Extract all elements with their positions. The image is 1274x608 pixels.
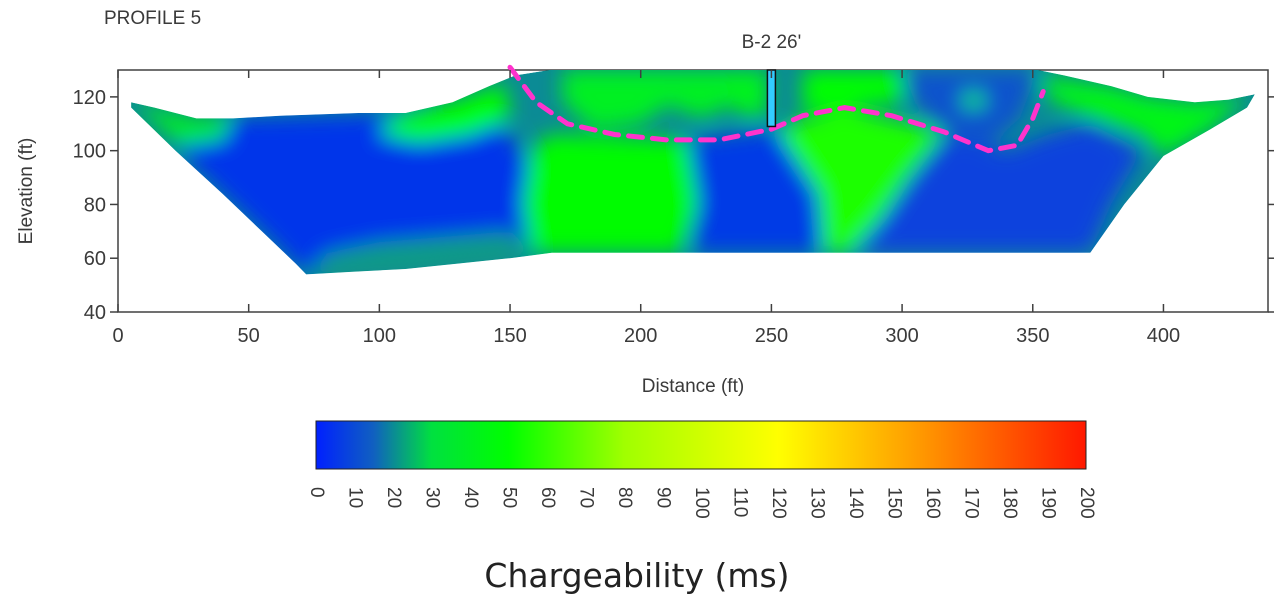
boring-marker	[766, 69, 777, 128]
chargeability-zone-4	[672, 70, 735, 119]
colorbar-tick-label-80: 80	[614, 487, 635, 508]
colorbar-tick-label-70: 70	[575, 487, 596, 508]
boring-label: B-2 26'	[742, 32, 802, 53]
colorbar	[315, 420, 1087, 470]
x-tick-label-200: 200	[624, 325, 657, 347]
colorbar-tick-label-90: 90	[652, 487, 673, 508]
colorbar-tick-label-180: 180	[999, 487, 1020, 519]
resistivity-section	[131, 70, 1255, 275]
chargeability-zone-8	[802, 70, 903, 113]
x-tick-label-150: 150	[493, 325, 526, 347]
x-tick-label-250: 250	[755, 325, 788, 347]
colorbar-tick-label-120: 120	[768, 487, 789, 519]
x-tick-label-100: 100	[363, 325, 396, 347]
chargeability-zone-1	[379, 83, 510, 143]
colorbar-tick-label-100: 100	[691, 487, 712, 519]
chargeability-zone-0	[175, 102, 537, 275]
interpreted-boundary-line	[507, 64, 1046, 154]
chargeability-zone-14	[306, 231, 537, 275]
chargeability-zone-5	[687, 129, 829, 253]
chart-svg: B-2 26' 0 50 100 150 200 250 300 350 400 4060801…	[16, 32, 1274, 519]
colorbar-label: Chargeability (ms)	[484, 556, 790, 595]
x-tick-label-300: 300	[885, 325, 918, 347]
chargeability-zone-13	[131, 102, 233, 146]
colorbar-tick-label-190: 190	[1037, 487, 1058, 519]
y-tick-label-60: 60	[84, 248, 106, 270]
y-tick-label-80: 80	[84, 194, 106, 216]
colorbar-tick-label-160: 160	[922, 487, 943, 519]
x-tick-label-400: 400	[1147, 325, 1180, 347]
y-tick-label-100: 100	[73, 141, 106, 163]
y-tick-label-120: 120	[73, 87, 106, 109]
chargeability-zone-6	[724, 70, 769, 119]
colorbar-tick-label-0: 0	[306, 487, 327, 498]
colorbar-tick-label-170: 170	[960, 487, 981, 519]
colorbar-tick-label-110: 110	[729, 487, 750, 517]
y-axis-label: Elevation (ft)	[16, 138, 37, 245]
chargeability-zone-10	[902, 70, 1038, 146]
y-tick-label-40: 40	[84, 302, 106, 324]
colorbar-tick-label-20: 20	[383, 487, 404, 508]
chargeability-zone-11	[962, 94, 986, 108]
chargeability-zone-2	[523, 134, 725, 253]
x-tick-label-0: 0	[112, 325, 123, 347]
chargeability-zone-3	[562, 70, 673, 130]
x-tick-label-350: 350	[1016, 325, 1049, 347]
colorbar-tick-label-10: 10	[344, 487, 365, 508]
chargeability-zone-12	[1038, 75, 1248, 156]
colorbar-tick-label-150: 150	[883, 487, 904, 519]
colorbar-tick-label-60: 60	[537, 487, 558, 508]
profile-title: PROFILE 5	[104, 8, 202, 29]
colorbar-tick-label-200: 200	[1076, 487, 1097, 519]
colorbar-tick-label-140: 140	[845, 487, 866, 519]
x-tick-label-50: 50	[238, 325, 260, 347]
chargeability-zone-7	[776, 107, 944, 253]
x-axis-label: Distance (ft)	[642, 376, 744, 397]
chargeability-zone-9	[849, 123, 1143, 253]
colorbar-tick-label-50: 50	[498, 487, 519, 508]
colorbar-tick-label-40: 40	[460, 487, 481, 508]
colorbar-tick-label-30: 30	[421, 487, 442, 508]
colorbar-tick-label-130: 130	[806, 487, 827, 519]
